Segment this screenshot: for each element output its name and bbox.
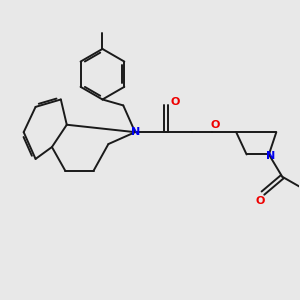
Text: O: O bbox=[171, 98, 180, 107]
Text: N: N bbox=[266, 151, 275, 161]
Text: O: O bbox=[255, 196, 265, 206]
Text: O: O bbox=[211, 120, 220, 130]
Text: N: N bbox=[130, 127, 140, 137]
